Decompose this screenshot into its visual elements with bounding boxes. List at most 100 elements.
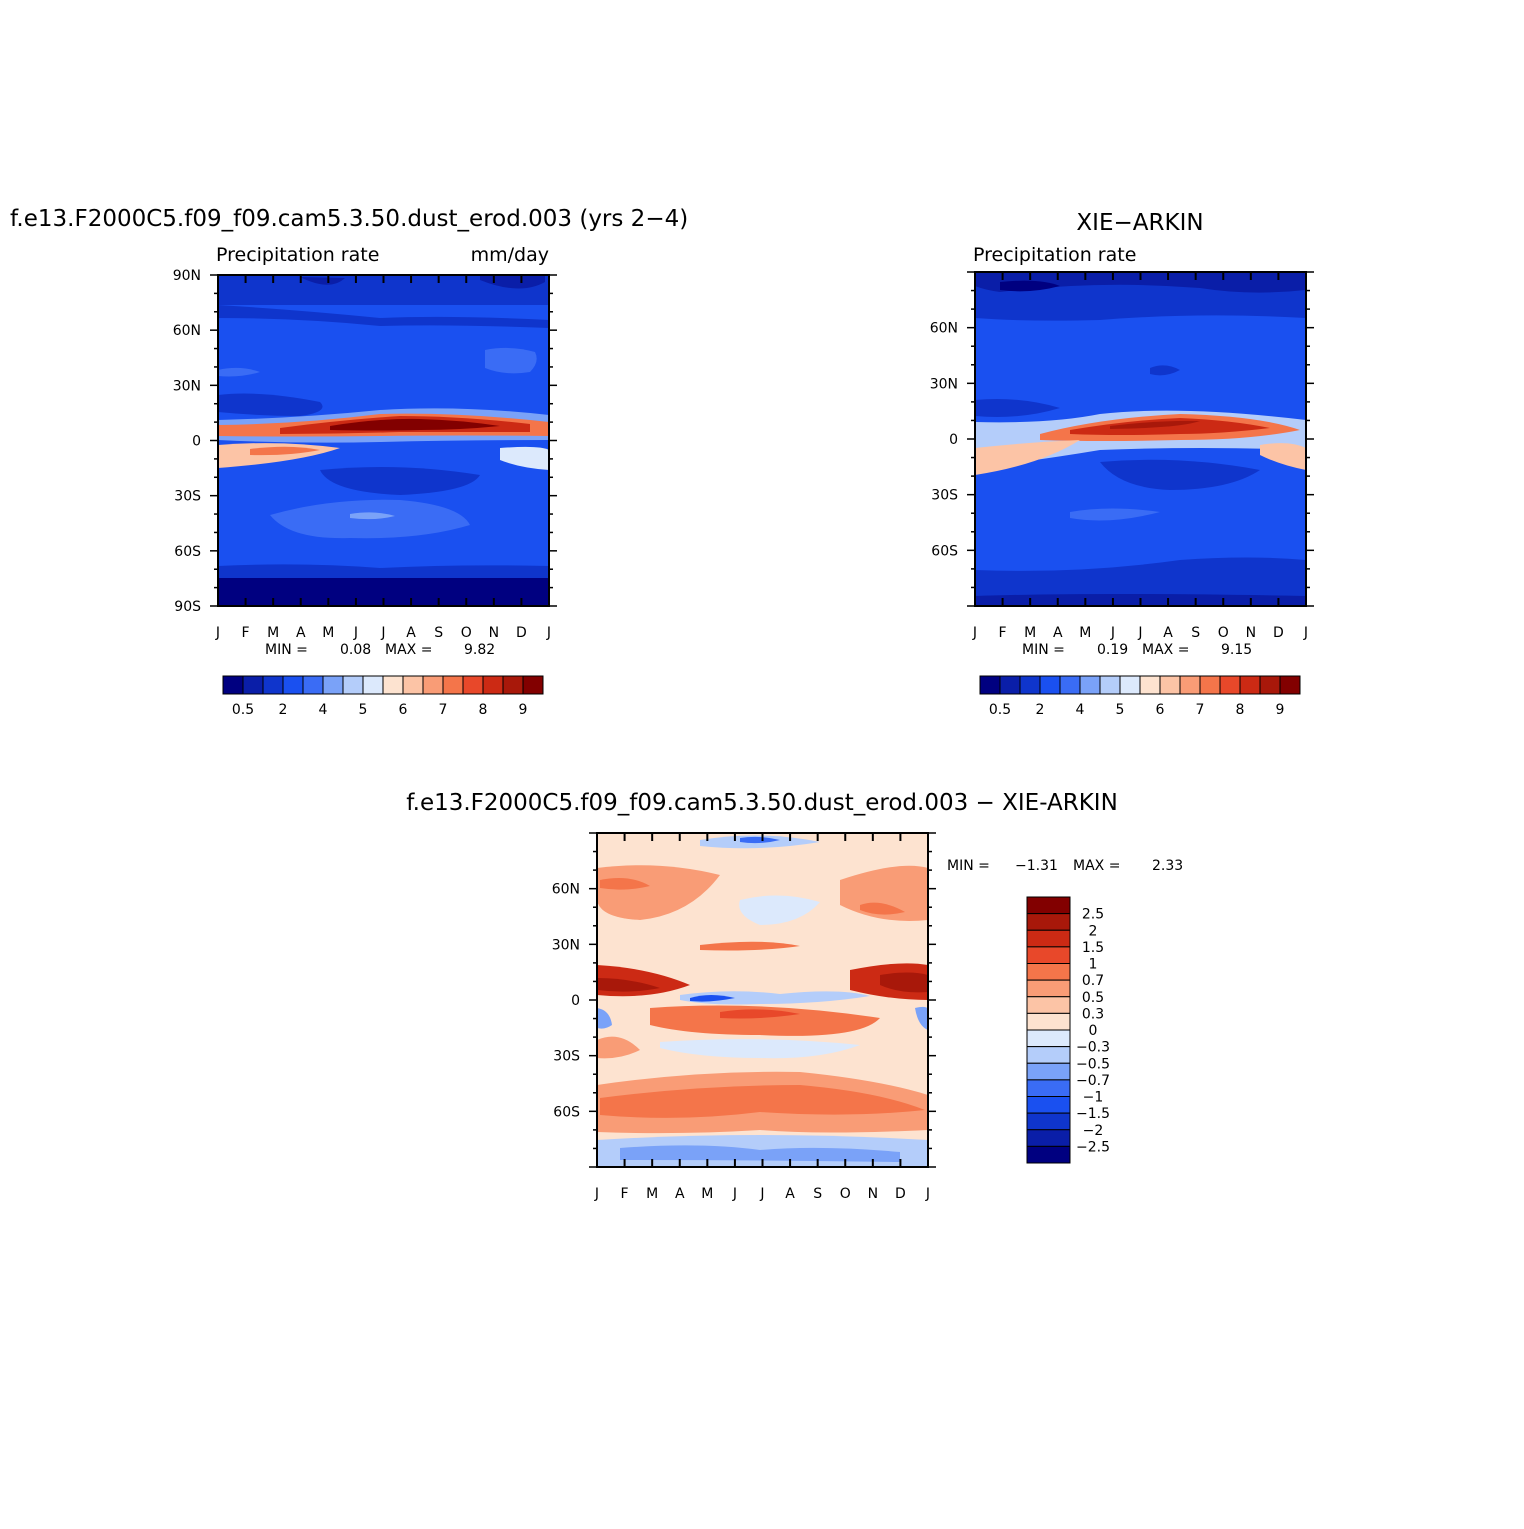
model-nh-patch [485,347,537,374]
diff-colorbar-box [1026,1046,1071,1064]
obs-colorbar-box [1019,675,1041,695]
obs-sh-east [1260,443,1306,470]
diff-lat-label: 60N [552,882,580,898]
obs-colorbar-box [1279,675,1301,695]
diff-colorbar-box [1026,979,1071,998]
model-lat-label: 60N [173,323,201,339]
diff-colorbar-box [1026,946,1071,964]
diff-colorbar-box [1026,1012,1071,1031]
diff-min-label: MIN = [947,858,990,874]
obs-colorbar-box [1139,675,1161,695]
obs-colorbar-box [1259,675,1281,695]
model-left-label: Precipitation rate [216,244,379,266]
model-sh-core [250,446,320,456]
model-month-label: M [322,625,334,641]
obs-colorbar-box [1179,675,1201,695]
model-sh-east [500,446,549,470]
obs-colorbar-box [1119,675,1141,695]
obs-colorbar-label: 7 [1196,702,1205,718]
diff-min-value: −1.31 [1015,858,1058,874]
obs-colorbar-box [979,675,1001,695]
obs-min-label: MIN = [1022,642,1065,658]
diff-colorbar-label: 1.5 [1082,940,1104,956]
obs-min-value: 0.19 [1097,642,1128,658]
model-colorbar-box [502,675,524,695]
model-month-label: A [296,625,306,641]
diff-lat-label: 30S [553,1049,580,1065]
diff-60s-pos-core [600,1085,925,1118]
model-lat-label: 30S [174,489,201,505]
obs-colorbar-box [1079,675,1101,695]
model-lat-label: 30N [173,378,201,394]
obs-month-label: J [1110,625,1115,641]
diff-colorbar-label: −2 [1083,1123,1104,1139]
model-lat-label: 0 [192,434,201,450]
diff-subtropic-pos [700,941,800,951]
diff-8n-pos-east-core [880,972,928,993]
obs-max-label: MAX = [1142,642,1189,658]
obs-heatmap [975,272,1306,606]
diff-month-label: F [621,1186,629,1202]
obs-colorbar-box [1039,675,1061,695]
diff-colorbar: 2.521.510.70.50.30−0.3−0.5−0.7−1−1.5−2−2… [1026,896,1110,1164]
diff-nh-pos-west-core [600,878,650,890]
diff-lat-label: 60S [553,1104,580,1120]
model-sh-dry [320,466,480,495]
diff-month-label: O [840,1186,851,1202]
obs-nh-dry-2 [1150,365,1180,376]
obs-month-label: A [1053,625,1063,641]
model-min-label: MIN = [265,642,308,658]
model-month-label: J [353,625,358,641]
obs-colorbar: 0.5 2 4 5 6 7 8 9 [979,675,1301,718]
diff-colorbar-label: 2.5 [1082,907,1104,923]
diff-colorbar-label: −0.5 [1076,1056,1110,1072]
obs-colorbar-label: 8 [1236,702,1245,718]
diff-colorbar-label: 1 [1089,957,1098,973]
obs-colorbar-label: 6 [1156,702,1165,718]
obs-itcz-core [1110,420,1200,429]
diff-title: f.e13.F2000C5.f09_f09.cam5.3.50.dust_ero… [406,790,1118,816]
model-colorbar-box [362,675,384,695]
diff-colorbar-label: −1.5 [1076,1106,1110,1122]
diff-nh-pos-east-core [860,902,905,915]
obs-month-label: J [972,625,977,641]
model-colorbar-box [482,675,504,695]
model-colorbar-box [242,675,264,695]
model-month-label: S [434,625,443,641]
model-colorbar-box [222,675,244,695]
obs-month-label: F [999,625,1007,641]
diff-colorbar-label: −0.7 [1076,1073,1110,1089]
diff-max-label: MAX = [1073,858,1120,874]
diff-arctic-neg-core [740,836,780,844]
obs-month-label: D [1273,625,1284,641]
diff-lat-label: 30N [552,937,580,953]
diff-colorbar-label: 0.3 [1082,1006,1104,1022]
model-colorbar-box [322,675,344,695]
diff-month-label: J [732,1186,737,1202]
model-colorbar-box [462,675,484,695]
model-month-label: O [461,625,472,641]
obs-month-label: J [1303,625,1308,641]
model-colorbar-box [442,675,464,695]
obs-sh-wet [1070,508,1160,521]
model-lat-label: 90N [173,268,201,284]
model-lat-label: 90S [174,599,201,615]
obs-colorbar-label: 2 [1036,702,1045,718]
model-nh-patch-2 [218,367,260,377]
diff-colorbar-box [1026,1129,1071,1147]
diff-colorbar-box [1026,929,1071,948]
obs-itcz-inner [1070,418,1270,435]
obs-month-label: O [1218,625,1229,641]
obs-colorbar-box [1239,675,1261,695]
obs-colorbar-label: 0.5 [989,702,1011,718]
diff-month-label: J [594,1186,599,1202]
diff-heatmap [597,833,928,1167]
model-min-value: 0.08 [340,642,371,658]
model-colorbar-box [522,675,544,695]
obs-colorbar-label: 9 [1276,702,1285,718]
model-colorbar: 0.5 2 4 5 6 7 8 9 [222,675,544,718]
diff-colorbar-label: 2 [1089,923,1098,939]
